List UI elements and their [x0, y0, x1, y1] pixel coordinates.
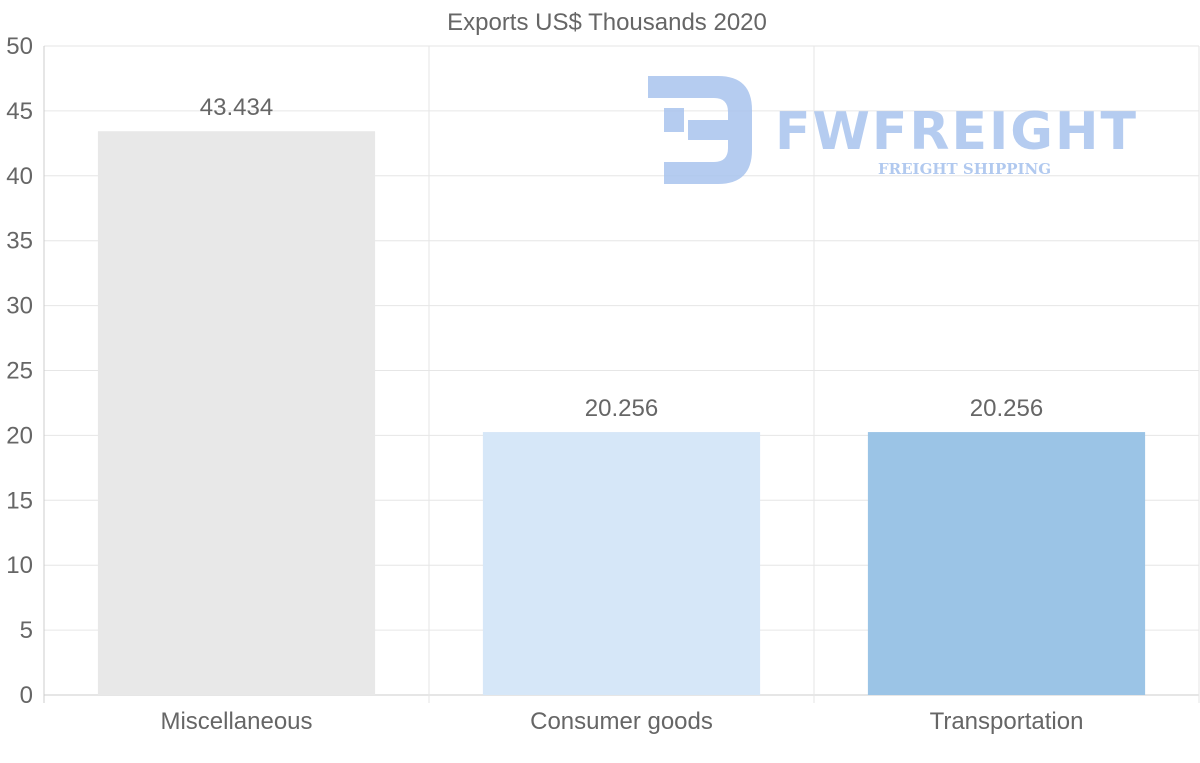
data-label: 20.256 — [970, 395, 1043, 422]
watermark-tagline: FREIGHT SHIPPING — [878, 160, 1051, 178]
y-tick-label: 15 — [6, 487, 33, 514]
chart-title: Exports US$ Thousands 2020 — [447, 9, 767, 36]
y-tick-label: 50 — [6, 33, 33, 60]
y-tick-label: 20 — [6, 422, 33, 449]
bar-transportation[interactable] — [867, 432, 1146, 695]
bar-consumer-goods[interactable] — [482, 432, 761, 695]
y-tick-label: 30 — [6, 293, 33, 320]
data-label: 43.434 — [200, 94, 273, 121]
y-tick-label: 40 — [6, 163, 33, 190]
y-tick-label: 45 — [6, 98, 33, 125]
y-tick-label: 35 — [6, 228, 33, 255]
bar-miscellaneous[interactable] — [97, 131, 376, 695]
x-tick-label: Consumer goods — [530, 708, 713, 735]
watermark-brand: FWFREIGHT — [775, 102, 1138, 162]
labels-layer: 43.434 Miscellaneous 20.256 Consumer goods 2… — [160, 94, 1083, 735]
data-label: 20.256 — [585, 395, 658, 422]
x-tick-label: Transportation — [930, 708, 1084, 735]
x-tick-label: Miscellaneous — [160, 708, 312, 735]
y-tick-label: 0 — [20, 682, 33, 709]
y-tick-label: 25 — [6, 358, 33, 385]
bars-layer — [97, 131, 1146, 695]
fwfreight-logo-icon — [648, 76, 752, 184]
y-tick-label: 10 — [6, 552, 33, 579]
y-tick-label: 5 — [20, 617, 33, 644]
fwfreight-watermark: FWFREIGHT FREIGHT SHIPPING — [648, 76, 1138, 184]
